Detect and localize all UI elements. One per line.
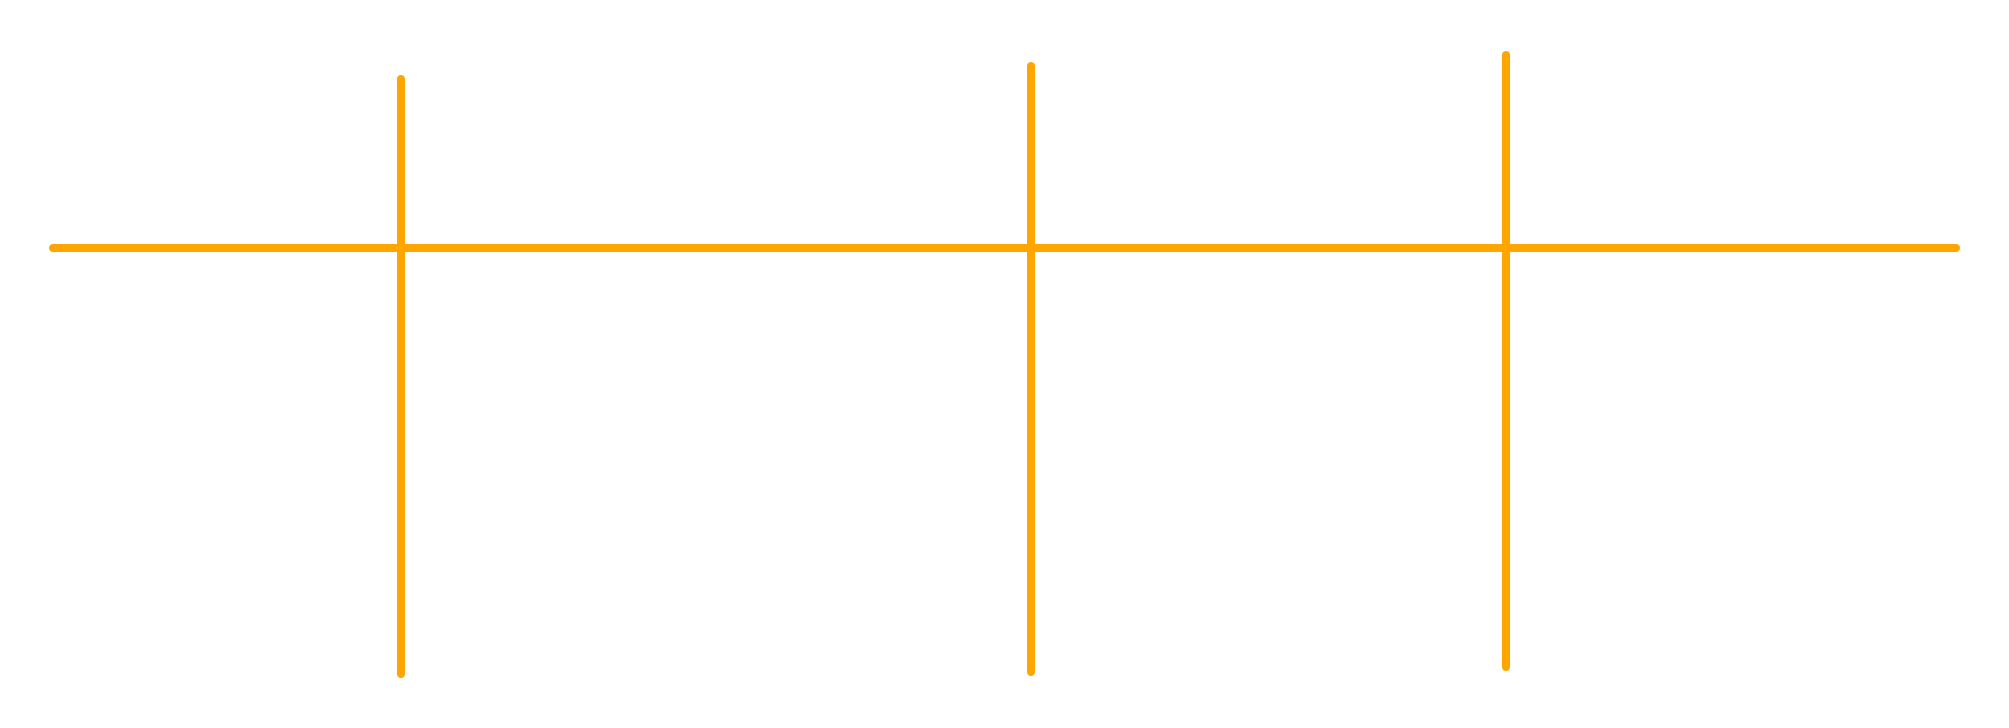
line-diagram [49, 51, 1960, 678]
diagram-canvas [49, 51, 1960, 678]
